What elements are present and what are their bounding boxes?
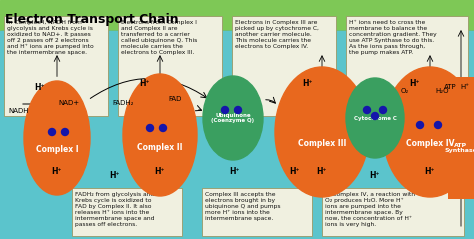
Bar bbox=[0, 31, 474, 56]
Circle shape bbox=[435, 121, 441, 129]
Text: FAD: FAD bbox=[168, 96, 182, 102]
Circle shape bbox=[62, 129, 69, 136]
Text: Complex III: Complex III bbox=[298, 140, 346, 148]
Text: Electron Transport Chain: Electron Transport Chain bbox=[5, 13, 179, 26]
Ellipse shape bbox=[123, 74, 197, 196]
Text: H⁺: H⁺ bbox=[303, 78, 313, 87]
Bar bbox=[72, 188, 182, 236]
Bar bbox=[118, 16, 222, 116]
Text: FADH₂ from glycolysis and
Krebs cycle is oxidized to
FAD by Complex II. It also
: FADH₂ from glycolysis and Krebs cycle is… bbox=[75, 192, 155, 227]
Text: Ubiquinone
(Coenzyme Q): Ubiquinone (Coenzyme Q) bbox=[211, 113, 255, 123]
Text: ATP
Synthase: ATP Synthase bbox=[445, 143, 474, 153]
Bar bbox=[4, 16, 108, 116]
Circle shape bbox=[380, 107, 386, 114]
Circle shape bbox=[364, 107, 371, 114]
Text: Electrons from Complex I
and Complex II are
transferred to a carrier
called ubiq: Electrons from Complex I and Complex II … bbox=[121, 20, 197, 55]
Text: H⁺: H⁺ bbox=[317, 168, 327, 176]
Text: Complex I: Complex I bbox=[36, 146, 78, 154]
Text: Cytochrome C: Cytochrome C bbox=[354, 115, 396, 120]
Circle shape bbox=[159, 125, 166, 131]
Text: Complex III accepts the
electrons brought in by
ubiquinone Q and pumps
more H⁺ i: Complex III accepts the electrons brough… bbox=[205, 192, 281, 221]
Bar bbox=[0, 31, 474, 239]
Text: O₂: O₂ bbox=[401, 88, 409, 94]
Text: H⁺: H⁺ bbox=[290, 168, 300, 176]
Ellipse shape bbox=[275, 67, 369, 197]
Text: H₂O: H₂O bbox=[435, 88, 448, 94]
Bar bbox=[0, 0, 474, 75]
Text: H⁺: H⁺ bbox=[140, 78, 150, 87]
Text: H⁺: H⁺ bbox=[425, 168, 435, 176]
Text: H⁺ ions need to cross the
membrane to balance the
concentration gradient. They
u: H⁺ ions need to cross the membrane to ba… bbox=[349, 20, 437, 55]
Text: ATP: ATP bbox=[444, 84, 456, 90]
Circle shape bbox=[48, 129, 55, 136]
Text: H⁺: H⁺ bbox=[370, 170, 380, 179]
Text: Complex IV: Complex IV bbox=[406, 140, 454, 148]
Bar bbox=[322, 188, 464, 236]
Text: H⁺: H⁺ bbox=[52, 168, 62, 176]
Text: In Complex I, NADH from
glycolysis and Krebs cycle is
oxidized to NAD+. It passe: In Complex I, NADH from glycolysis and K… bbox=[7, 20, 94, 55]
Bar bbox=[232, 16, 336, 116]
Text: H⁺: H⁺ bbox=[35, 83, 45, 92]
Text: H⁺: H⁺ bbox=[460, 84, 469, 90]
Ellipse shape bbox=[383, 67, 474, 197]
Circle shape bbox=[235, 107, 241, 114]
Circle shape bbox=[221, 107, 228, 114]
Bar bbox=[448, 77, 474, 199]
Text: FADH₂: FADH₂ bbox=[112, 100, 134, 106]
Text: H⁺: H⁺ bbox=[410, 78, 420, 87]
Circle shape bbox=[372, 113, 379, 120]
Ellipse shape bbox=[346, 78, 404, 158]
Bar bbox=[346, 16, 468, 116]
Text: H⁺: H⁺ bbox=[155, 168, 165, 176]
Circle shape bbox=[146, 125, 154, 131]
Bar bbox=[0, 56, 474, 75]
Text: Electrons in Complex III are
picked up by cytochrome C,
another carrier molecule: Electrons in Complex III are picked up b… bbox=[235, 20, 319, 49]
Text: In Complex IV, a reaction with
O₂ produces H₂O. More H⁺
ions are pumped into the: In Complex IV, a reaction with O₂ produc… bbox=[325, 192, 415, 227]
Text: NADH: NADH bbox=[8, 108, 28, 114]
Text: H⁺: H⁺ bbox=[230, 168, 240, 176]
Ellipse shape bbox=[24, 81, 90, 195]
Ellipse shape bbox=[203, 76, 263, 160]
Circle shape bbox=[417, 121, 423, 129]
Bar bbox=[202, 188, 312, 236]
Text: H⁺: H⁺ bbox=[110, 170, 120, 179]
Text: Complex II: Complex II bbox=[137, 142, 183, 152]
Text: NAD+: NAD+ bbox=[58, 100, 79, 106]
